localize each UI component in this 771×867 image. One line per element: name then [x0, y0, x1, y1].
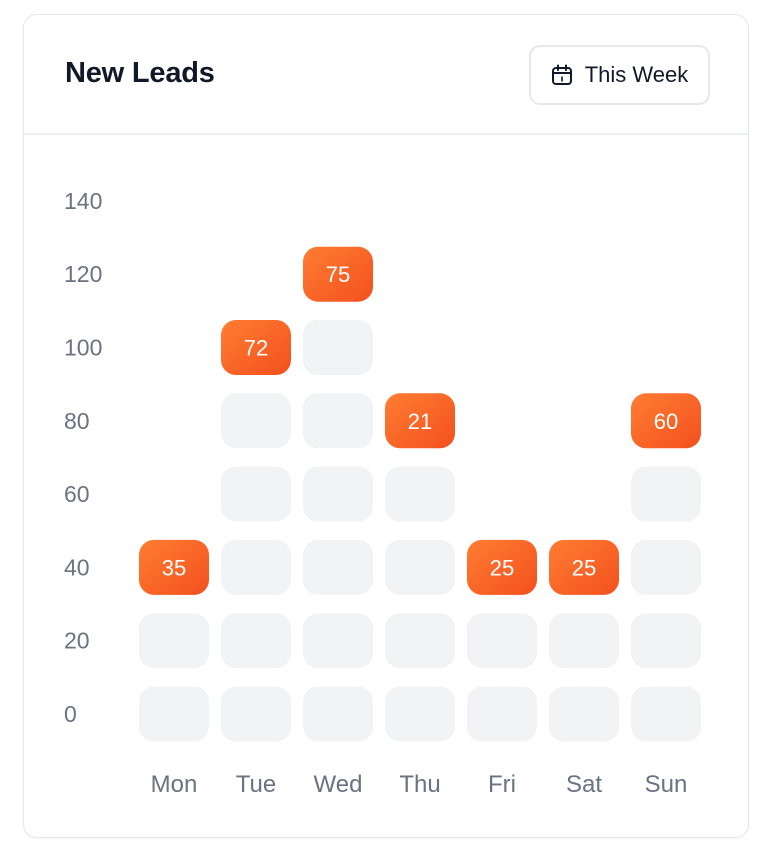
this-week-button[interactable]: This Week	[529, 45, 710, 105]
period-label: This Week	[584, 62, 689, 87]
card-title: New Leads	[65, 57, 215, 89]
card-header: New Leads This Week	[24, 15, 748, 135]
calendar-icon	[551, 64, 573, 86]
new-leads-card: New Leads This Week	[23, 14, 749, 838]
